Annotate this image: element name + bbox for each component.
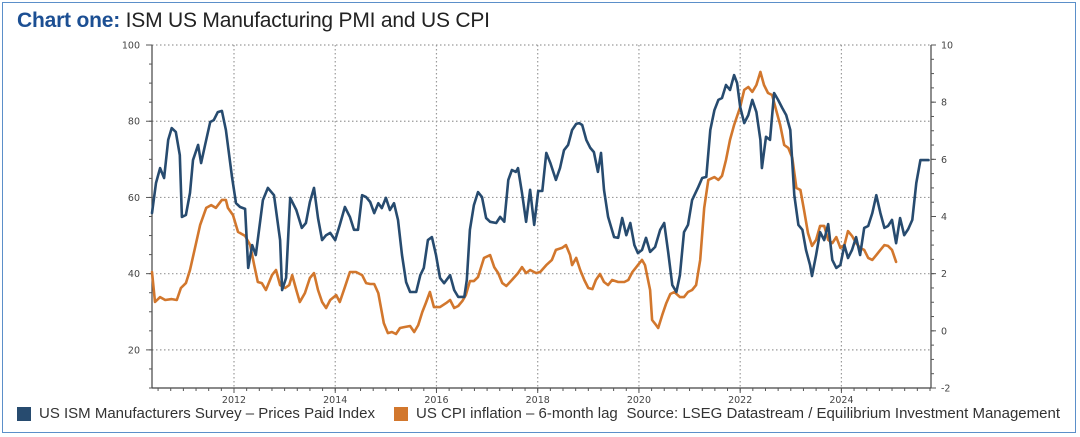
legend-swatch-cpi xyxy=(393,406,408,421)
tick-label-x: 2018 xyxy=(526,395,550,406)
tick-label-left: 80 xyxy=(128,117,140,128)
tick-label-x: 2024 xyxy=(829,395,853,406)
series-lines xyxy=(150,70,930,336)
tick-label-right: 2 xyxy=(941,269,947,280)
left-axis-ticks: 20 40 60 80 100 xyxy=(122,41,152,389)
chart-title: Chart one: ISM US Manufacturing PMI and … xyxy=(17,9,490,33)
tick-label-x: 2016 xyxy=(424,395,448,406)
tick-label-right: 10 xyxy=(941,41,953,52)
legend-item-cpi: US CPI inflation – 6-month lag xyxy=(393,405,618,422)
tick-label-x: 2012 xyxy=(222,395,246,406)
tick-label-right: -2 xyxy=(941,384,950,395)
series-line-us-cpi xyxy=(150,70,898,336)
tick-label-right: 6 xyxy=(941,155,947,166)
legend-label-cpi: US CPI inflation – 6-month lag xyxy=(415,405,618,422)
legend-item-ism: US ISM Manufacturers Survey – Prices Pai… xyxy=(17,405,375,422)
tick-label-x: 2014 xyxy=(323,395,347,406)
chart-title-text: ISM US Manufacturing PMI and US CPI xyxy=(125,9,490,32)
gridlines xyxy=(152,44,931,388)
tick-label-left: 20 xyxy=(128,345,140,356)
legend-swatch-ism xyxy=(17,406,31,421)
tick-label-x: 2020 xyxy=(627,395,651,406)
tick-label-left: 100 xyxy=(122,41,140,52)
chart-title-lead: Chart one: xyxy=(17,9,121,32)
series-line-ism-prices-paid xyxy=(150,73,930,299)
tick-label-left: 60 xyxy=(128,193,140,204)
tick-label-left: 40 xyxy=(128,269,140,280)
tick-label-right: 8 xyxy=(941,98,947,109)
axes xyxy=(151,45,932,389)
tick-label-right: 4 xyxy=(941,212,947,223)
legend-label-ism: US ISM Manufacturers Survey – Prices Pai… xyxy=(39,405,375,422)
tick-label-right: 0 xyxy=(941,326,947,337)
legend: US ISM Manufacturers Survey – Prices Pai… xyxy=(17,405,637,422)
source-note: Source: LSEG Datastream / Equilibrium In… xyxy=(626,405,1060,422)
x-axis-ticks: 2012 2014 2016 2018 2020 2022 2024 xyxy=(157,388,931,406)
right-axis-ticks: -2 0 2 4 6 8 10 xyxy=(931,41,953,395)
tick-label-x: 2022 xyxy=(728,395,752,406)
